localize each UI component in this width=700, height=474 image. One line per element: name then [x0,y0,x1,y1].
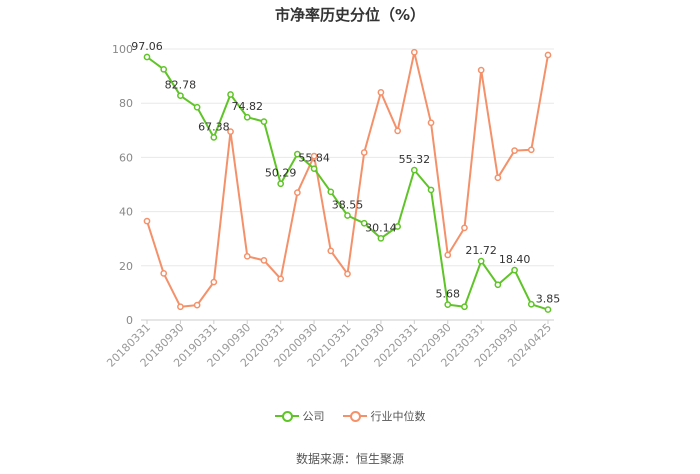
y-tick-label-100: 100 [112,43,133,56]
data-point-company-20231231 [527,300,535,308]
data-point-industry-median-20210930 [377,89,385,96]
data-point-industry-median-20200331 [277,275,285,283]
data-point-industry-median-20180930 [177,303,184,311]
axes: 0204060801002018033120180930201903312019… [104,43,554,370]
data-point-industry-median-20190930 [243,252,251,260]
data-point-industry-median-20180630 [160,270,168,277]
data-point-company-20220630 [427,186,435,194]
y-tick-label-60: 60 [119,151,133,164]
data-point-company-20221231 [461,303,468,311]
data-point-industry-median-20230331 [477,66,485,74]
chart-title: 市净率历史分位（%） [274,6,426,24]
data-label-company-20180930: 82.78 [165,79,197,92]
data-point-company-20220930 [444,301,452,308]
legend: 公司 行业中位数 [0,408,700,424]
y-tick-label-0: 0 [126,314,133,327]
data-point-industry-median-20230930 [511,147,518,154]
data-point-industry-median-20211231 [394,127,401,135]
data-point-industry-median-20181231 [193,301,201,309]
data-point-company-20191231 [260,118,268,125]
data-label-company-20230930: 18.40 [499,253,531,266]
data-point-industry-median-20240425 [544,51,552,59]
data-point-industry-median-20210630 [360,149,368,156]
legend-item-industry-median[interactable]: 行业中位数 [342,408,426,424]
data-point-company-20220331 [410,166,418,174]
data-point-industry-median-20231231 [527,146,535,154]
y-tick-label-80: 80 [119,97,133,110]
data-label-company-20220930: 5.68 [436,288,461,301]
data-point-industry-median-20221231 [461,224,468,232]
y-tick-label-40: 40 [119,206,133,219]
data-point-industry-median-20180331 [143,217,151,225]
data-label-company-20200331: 50.29 [265,167,297,180]
data-point-company-20240425 [544,306,552,313]
data-point-industry-median-20220930 [444,251,452,259]
data-point-company-20230630 [494,281,502,289]
data-point-company-20200930 [310,165,318,173]
data-source-note: 数据来源：恒生聚源 [295,452,404,466]
data-point-company-20210630 [360,219,368,227]
data-point-company-20190331 [210,134,218,141]
data-point-company-20210930 [377,234,385,242]
data-point-company-20210331 [344,212,351,219]
series-line-industry-median [146,51,549,308]
data-point-company-20190930 [243,113,251,121]
data-point-company-20180331 [143,53,151,61]
grid-lines [141,48,554,321]
data-point-company-20200630 [294,150,301,158]
data-label-company-20230331: 21.72 [465,244,497,257]
data-label-company-20210331: 38.55 [332,199,364,212]
data-label-company-20200930: 55.84 [298,152,330,165]
data-point-industry-median-20220630 [427,119,435,127]
data-label-company-20180331: 97.06 [131,40,163,53]
legend-label-company: 公司 [302,410,325,423]
data-point-company-20230331 [477,257,485,265]
data-point-company-20211231 [394,223,401,230]
data-point-industry-median-20190331 [210,278,218,286]
data-point-industry-median-20200630 [294,189,301,196]
data-point-industry-median-20220331 [410,48,418,56]
data-point-industry-median-20190630 [227,128,234,136]
data-point-industry-median-20200930 [310,152,318,160]
legend-swatch-industry-median [342,411,367,422]
data-point-company-20201231 [327,188,335,196]
data-label-company-20240425: 3.85 [536,293,561,306]
series-lines [143,48,552,313]
data-point-company-20180630 [160,65,168,73]
data-label-company-20220331: 55.32 [399,153,431,166]
data-point-industry-median-20191231 [260,257,268,264]
data-point-company-20181231 [193,103,201,111]
y-tick-label-20: 20 [119,260,133,273]
data-point-industry-median-20210331 [344,270,351,278]
data-point-company-20230930 [511,266,518,274]
legend-swatch-company [274,411,299,422]
legend-item-company[interactable]: 公司 [274,408,325,424]
legend-label-industry-median: 行业中位数 [370,410,426,423]
data-point-company-20200331 [277,180,285,188]
data-label-company-20210930: 30.14 [365,221,397,234]
data-label-company-20190331: 67.38 [198,120,230,133]
data-point-industry-median-20230630 [494,174,502,182]
data-point-industry-median-20201231 [327,247,335,255]
data-label-company-20190930: 74.82 [232,100,264,113]
data-point-company-20190630 [227,91,234,98]
data-point-company-20180930 [177,92,184,100]
